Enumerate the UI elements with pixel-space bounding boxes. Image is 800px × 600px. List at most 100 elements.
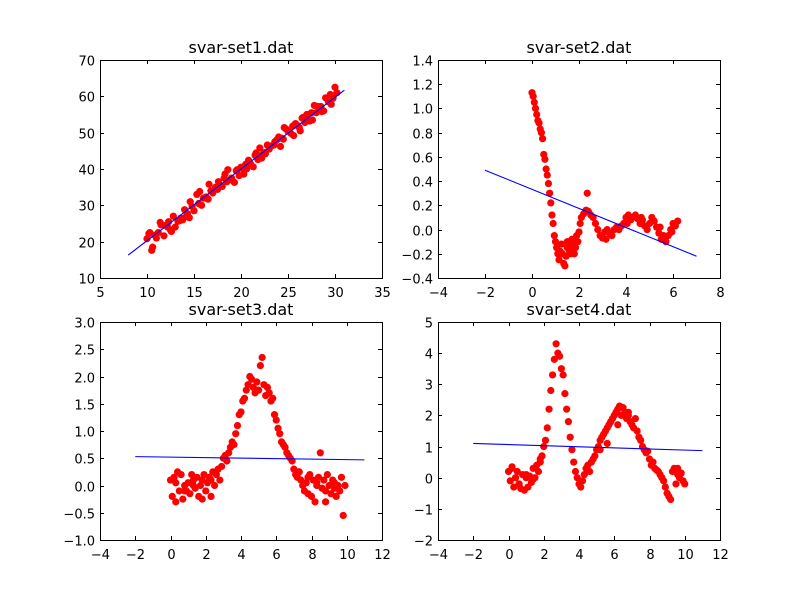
y-tick-label: 70: [78, 55, 95, 70]
data-point: [544, 179, 553, 188]
x-tick-label: −4: [429, 548, 448, 563]
data-point: [198, 495, 206, 503]
data-point: [534, 467, 543, 476]
data-point: [172, 498, 180, 506]
y-tick-label: 1.0: [74, 426, 95, 441]
x-tick-label: 4: [622, 286, 630, 301]
data-point: [529, 92, 537, 100]
data-point: [557, 365, 565, 373]
data-point: [164, 223, 172, 231]
data-point: [331, 83, 339, 91]
data-point: [656, 223, 664, 231]
data-point: [253, 378, 261, 386]
data-point: [564, 418, 573, 426]
y-tick-label: −0.5: [63, 508, 95, 523]
data-point: [170, 473, 178, 481]
data-point: [545, 405, 553, 413]
data-point: [280, 123, 288, 132]
data-point: [332, 492, 340, 500]
data-point: [637, 213, 645, 222]
data-point: [276, 142, 285, 151]
x-tick-label: 0: [528, 286, 536, 301]
data-point: [239, 165, 247, 173]
data-point: [533, 110, 541, 119]
y-tick-label: 0.2: [412, 200, 433, 215]
data-point: [661, 483, 669, 491]
data-point: [614, 421, 622, 429]
data-point: [198, 476, 206, 484]
data-point: [568, 235, 576, 243]
data-point: [660, 477, 668, 485]
x-tick-label: 10: [677, 548, 694, 563]
data-point: [220, 174, 228, 182]
y-tick-label: 1.0: [412, 103, 433, 118]
data-point: [255, 386, 263, 394]
data-point: [313, 481, 321, 490]
plot-area: [100, 322, 382, 540]
y-tick-label: 0.0: [74, 481, 95, 496]
data-point: [530, 98, 538, 106]
x-tick-label: −4: [429, 286, 448, 301]
data-point: [674, 217, 682, 225]
data-point: [506, 477, 514, 485]
data-point: [182, 212, 191, 220]
data-point: [205, 180, 213, 188]
data-point: [508, 464, 516, 472]
data-point: [667, 495, 675, 504]
data-point: [551, 238, 560, 246]
data-point: [276, 430, 284, 438]
data-point: [541, 155, 549, 163]
plot-area: [438, 322, 720, 540]
data-point: [548, 371, 557, 379]
data-point: [550, 232, 558, 240]
data-point: [571, 467, 580, 476]
data-point: [594, 225, 602, 234]
data-point: [181, 487, 189, 495]
data-point: [510, 483, 518, 491]
data-point: [341, 481, 349, 490]
data-point: [557, 240, 565, 248]
chart-2: −4 −2 0 2 4 6 8 −0.4 −0.2 0.0 0.2 0.4 0.6 0.8 1.0 1.2 1.…: [401, 38, 724, 301]
data-point: [197, 201, 206, 209]
data-point: [207, 492, 215, 500]
chart-title: svar-set3.dat: [189, 300, 294, 319]
data-point: [541, 436, 550, 444]
data-point: [643, 225, 651, 234]
data-point: [336, 487, 344, 495]
data-point: [543, 171, 551, 179]
data-point: [668, 228, 676, 236]
x-tick-label: 2: [202, 548, 210, 563]
data-point: [543, 424, 551, 432]
data-point: [547, 199, 555, 207]
x-tick-label: 10: [139, 286, 156, 301]
data-point: [290, 465, 298, 473]
data-point: [580, 471, 588, 479]
y-tick-label: 2.0: [74, 372, 95, 387]
data-marks: [135, 353, 365, 520]
data-point: [186, 198, 194, 206]
data-point: [249, 383, 257, 391]
y-tick-label: −2: [414, 535, 433, 550]
data-point: [230, 441, 238, 449]
x-tick-label: 0: [505, 548, 513, 563]
data-point: [169, 212, 177, 220]
chart-title: svar-set1.dat: [189, 38, 294, 57]
data-point: [540, 442, 548, 451]
y-tick-label: 40: [78, 164, 95, 179]
data-point: [172, 479, 180, 487]
y-tick-label: −0.4: [401, 273, 433, 288]
y-tick-label: 60: [78, 91, 95, 106]
y-tick-label: 50: [78, 128, 95, 143]
y-tick-label: −0.2: [401, 249, 433, 264]
fit-line: [473, 442, 703, 452]
data-point: [602, 235, 610, 243]
data-point: [281, 443, 289, 451]
y-tick-label: 4: [425, 348, 433, 363]
data-point: [314, 102, 322, 111]
data-point: [306, 471, 314, 479]
data-point: [316, 449, 324, 457]
data-point: [218, 462, 226, 471]
data-point: [578, 477, 587, 485]
data-point: [193, 473, 201, 481]
